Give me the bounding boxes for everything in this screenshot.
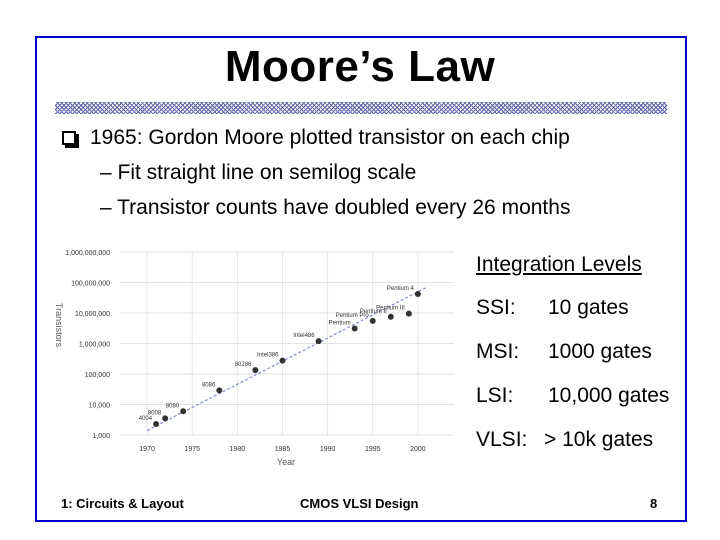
- footer-course: CMOS VLSI Design: [300, 496, 419, 511]
- data-point: [153, 420, 160, 427]
- x-tick-label: 1980: [230, 446, 246, 453]
- data-point: [252, 367, 259, 374]
- data-point-label: Pentium: [329, 321, 351, 327]
- level-value: > 10k gates: [544, 428, 654, 451]
- level-name: MSI:: [476, 340, 520, 363]
- level-msi: MSI: 1000 gates: [476, 340, 652, 364]
- level-value: 1000 gates: [548, 340, 652, 363]
- checkbox-bullet-icon: [62, 131, 76, 145]
- trend-line: [146, 286, 428, 432]
- y-tick-label: 100,000,000: [71, 281, 110, 288]
- level-name: VLSI:: [476, 428, 528, 451]
- data-point-label: Intel386: [257, 353, 279, 359]
- page-number: 8: [650, 496, 658, 511]
- footer-chapter: 1: Circuits & Layout: [61, 496, 184, 511]
- subbullet-1: – Fit straight line on semilog scale: [100, 161, 417, 184]
- level-lsi: LSI: 10,000 gates: [476, 384, 669, 408]
- data-point: [351, 325, 358, 332]
- y-tick-label: 100,000: [85, 372, 110, 379]
- y-tick-label: 1,000,000: [79, 342, 110, 349]
- x-axis-label: Year: [277, 457, 295, 467]
- data-point-label: Pentium III: [376, 306, 405, 312]
- y-tick-labels: 1,000,000,000 100,000,000 10,000,000 1,000,…: [65, 250, 110, 440]
- level-value: 10 gates: [548, 296, 629, 319]
- chart-grid: [120, 251, 454, 436]
- level-vlsi: VLSI: > 10k gates: [476, 428, 653, 452]
- moores-law-chart: 1,000,000,000 100,000,000 10,000,000 1,000,…: [54, 250, 454, 467]
- bullet-text: 1965: Gordon Moore plotted transistor on…: [90, 126, 570, 149]
- y-tick-label: 10,000,000: [75, 311, 110, 318]
- level-ssi: SSI: 10 gates: [476, 296, 629, 320]
- x-tick-label: 1995: [365, 446, 381, 453]
- level-value: 10,000 gates: [548, 384, 670, 407]
- data-point: [216, 387, 223, 394]
- subbullet-2: – Transistor counts have doubled every 2…: [100, 196, 571, 219]
- data-point-label: 80286: [235, 362, 252, 368]
- data-point-label: 8080: [166, 403, 180, 409]
- data-point: [279, 357, 286, 364]
- x-tick-label: 1970: [139, 446, 155, 453]
- y-tick-label: 1,000,000,000: [65, 250, 110, 257]
- data-point-label: 4004: [139, 416, 153, 422]
- data-point: [369, 317, 376, 324]
- data-point-label: Pentium 4: [387, 286, 415, 292]
- title-divider: [55, 102, 667, 114]
- x-tick-label: 1990: [320, 446, 336, 453]
- y-tick-label: 10,000: [89, 403, 111, 410]
- slide-title: Moore’s Law: [224, 42, 496, 91]
- slide-frame: [35, 36, 687, 522]
- level-name: LSI:: [476, 384, 514, 407]
- x-tick-label: 1975: [184, 446, 200, 453]
- data-point: [315, 338, 322, 345]
- data-point-label: Pentium II: [360, 309, 387, 315]
- level-name: SSI:: [476, 296, 516, 319]
- y-tick-label: 1,000: [92, 433, 110, 440]
- data-point-label: 8008: [148, 410, 162, 416]
- fit-line: [146, 286, 428, 432]
- x-tick-label: 2000: [410, 446, 426, 453]
- x-tick-labels: 1970 1975 1980 1985 1990 1995 2000: [139, 446, 425, 453]
- data-point: [180, 408, 187, 415]
- y-axis-label: Transistors: [54, 303, 64, 348]
- data-point-label: Intel486: [293, 333, 315, 339]
- bullet-item: 1965: Gordon Moore plotted transistor on…: [62, 126, 570, 150]
- data-point: [414, 290, 421, 297]
- integration-levels-heading: Integration Levels: [476, 253, 642, 276]
- data-point: [405, 310, 412, 317]
- data-point-label: 8086: [202, 382, 216, 388]
- data-point: [387, 313, 394, 320]
- x-tick-label: 1985: [275, 446, 291, 453]
- data-point: [162, 415, 169, 422]
- data-point-label: Pentium Pro: [336, 313, 370, 319]
